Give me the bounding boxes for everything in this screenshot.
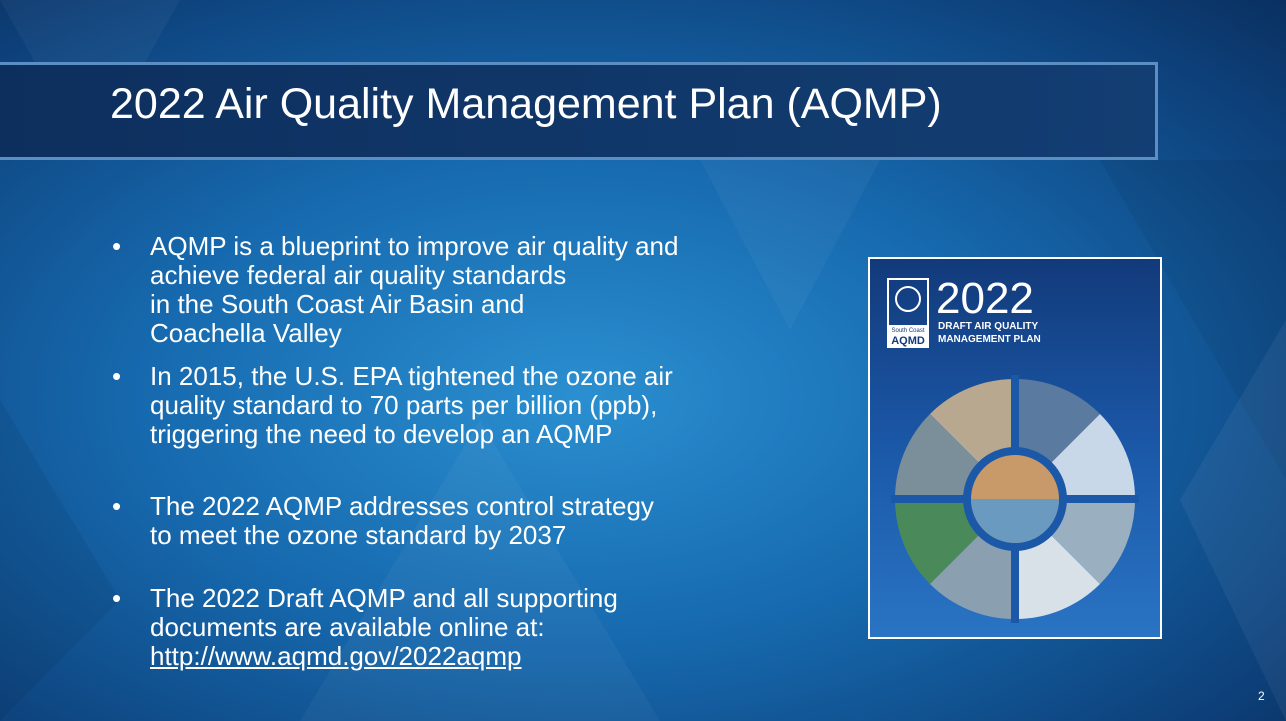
page-number: 2 — [1258, 689, 1265, 703]
bullet-line: AQMP is a blueprint to improve air quali… — [150, 231, 679, 261]
title-bar — [0, 62, 1158, 160]
bullet-line: quality standard to 70 parts per billion… — [150, 390, 658, 420]
bullet-line: In 2015, the U.S. EPA tightened the ozon… — [150, 361, 673, 391]
bullet-line: The 2022 Draft AQMP and all supporting — [150, 583, 618, 613]
bullet-line: triggering the need to develop an AQMP — [150, 419, 613, 449]
cover-subtitle: DRAFT AIR QUALITY — [938, 321, 1039, 332]
cover-year: 2022 — [936, 274, 1034, 323]
bullet-line: The 2022 AQMP addresses control strategy — [150, 491, 654, 521]
bullet-line: documents are available online at: — [150, 612, 545, 642]
bullet-line: in the South Coast Air Basin and — [150, 289, 525, 319]
bullet-line: achieve federal air quality standards — [150, 260, 567, 290]
link[interactable]: http://www.aqmd.gov/2022aqmp — [150, 641, 522, 671]
cover-image: South Coast AQMD 2022 DRAFT AIR QUALITY … — [868, 257, 1162, 639]
logo-text: AQMD — [891, 335, 925, 347]
logo-text: South Coast — [891, 328, 924, 334]
cover-subtitle: MANAGEMENT PLAN — [938, 334, 1041, 345]
bullet-line: to meet the ozone standard by 2037 — [150, 520, 567, 550]
photo-circle — [891, 375, 1139, 623]
bullet-line: Coachella Valley — [150, 318, 342, 348]
slide-title: 2022 Air Quality Management Plan (AQMP) — [110, 80, 942, 128]
